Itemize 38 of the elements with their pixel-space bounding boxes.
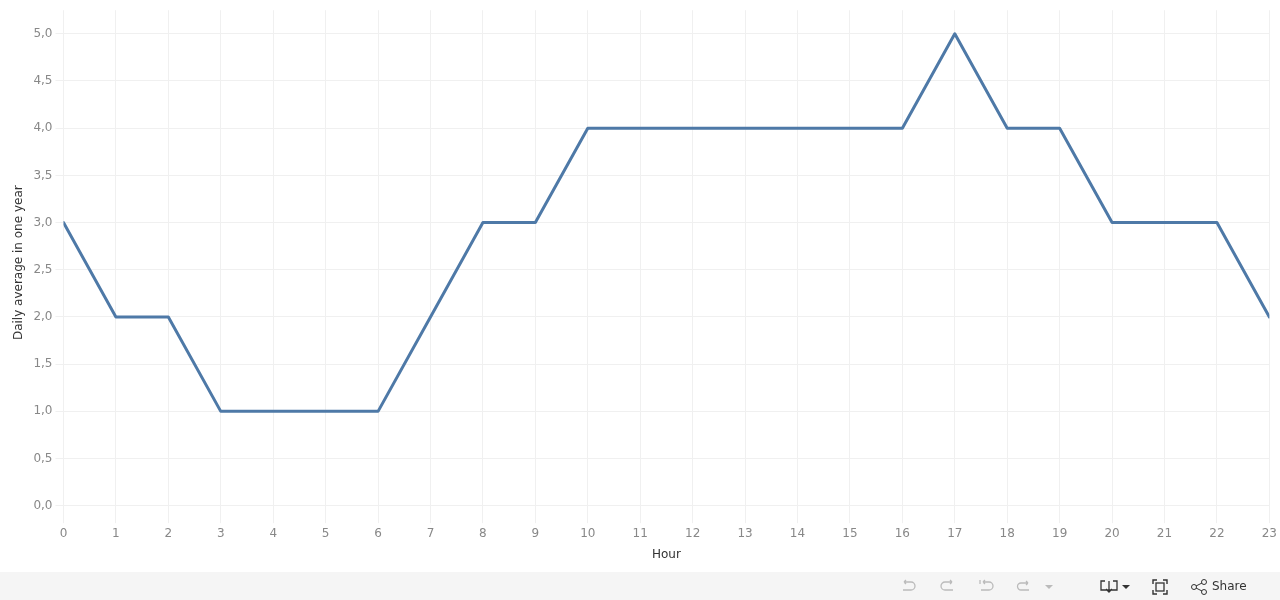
y-tick-label: 5,0 bbox=[33, 25, 53, 40]
x-tick-label: 20 bbox=[1104, 525, 1120, 540]
y-tick-label: 1,5 bbox=[33, 356, 53, 371]
x-tick-label: 12 bbox=[685, 525, 701, 540]
y-tick-label: 1,0 bbox=[33, 403, 53, 418]
y-axis-title: Daily average in one year bbox=[11, 185, 26, 341]
x-tick-label: 4 bbox=[269, 525, 278, 540]
x-tick-label: 14 bbox=[789, 525, 806, 540]
x-tick-label: 6 bbox=[374, 525, 382, 540]
y-tick-label: 4,0 bbox=[33, 120, 53, 135]
x-tick-label: 7 bbox=[426, 525, 435, 540]
y-tick-label: 0,0 bbox=[33, 497, 53, 512]
x-tick-label: 15 bbox=[842, 525, 858, 540]
x-tick-label: 2 bbox=[164, 525, 173, 540]
x-tick-label: 1 bbox=[112, 525, 120, 540]
x-tick-label: 10 bbox=[580, 525, 596, 540]
x-tick-label: 11 bbox=[632, 525, 648, 540]
y-tick-label: 2,5 bbox=[33, 261, 53, 276]
x-tick-label: 16 bbox=[894, 525, 910, 540]
text: Share bbox=[1212, 579, 1247, 593]
y-tick-label: 3,0 bbox=[33, 214, 53, 229]
x-tick-label: 13 bbox=[737, 525, 753, 540]
x-tick-label: 0 bbox=[59, 525, 68, 540]
x-tick-label: 22 bbox=[1209, 525, 1225, 540]
y-tick-label: 4,5 bbox=[33, 73, 53, 88]
x-axis-title: Hour bbox=[651, 546, 681, 561]
x-tick-label: 17 bbox=[947, 525, 963, 540]
x-tick-label: 18 bbox=[999, 525, 1015, 540]
x-tick-label: 5 bbox=[321, 525, 330, 540]
x-tick-label: 23 bbox=[1261, 525, 1278, 540]
y-tick-label: 2,0 bbox=[33, 309, 53, 324]
x-tick-label: 21 bbox=[1156, 525, 1173, 540]
y-tick-label: 3,5 bbox=[33, 167, 53, 182]
x-tick-label: 3 bbox=[216, 525, 225, 540]
x-tick-label: 9 bbox=[531, 525, 540, 540]
x-tick-label: 8 bbox=[479, 525, 487, 540]
y-tick-label: 0,5 bbox=[33, 450, 53, 465]
x-tick-label: 19 bbox=[1052, 525, 1068, 540]
